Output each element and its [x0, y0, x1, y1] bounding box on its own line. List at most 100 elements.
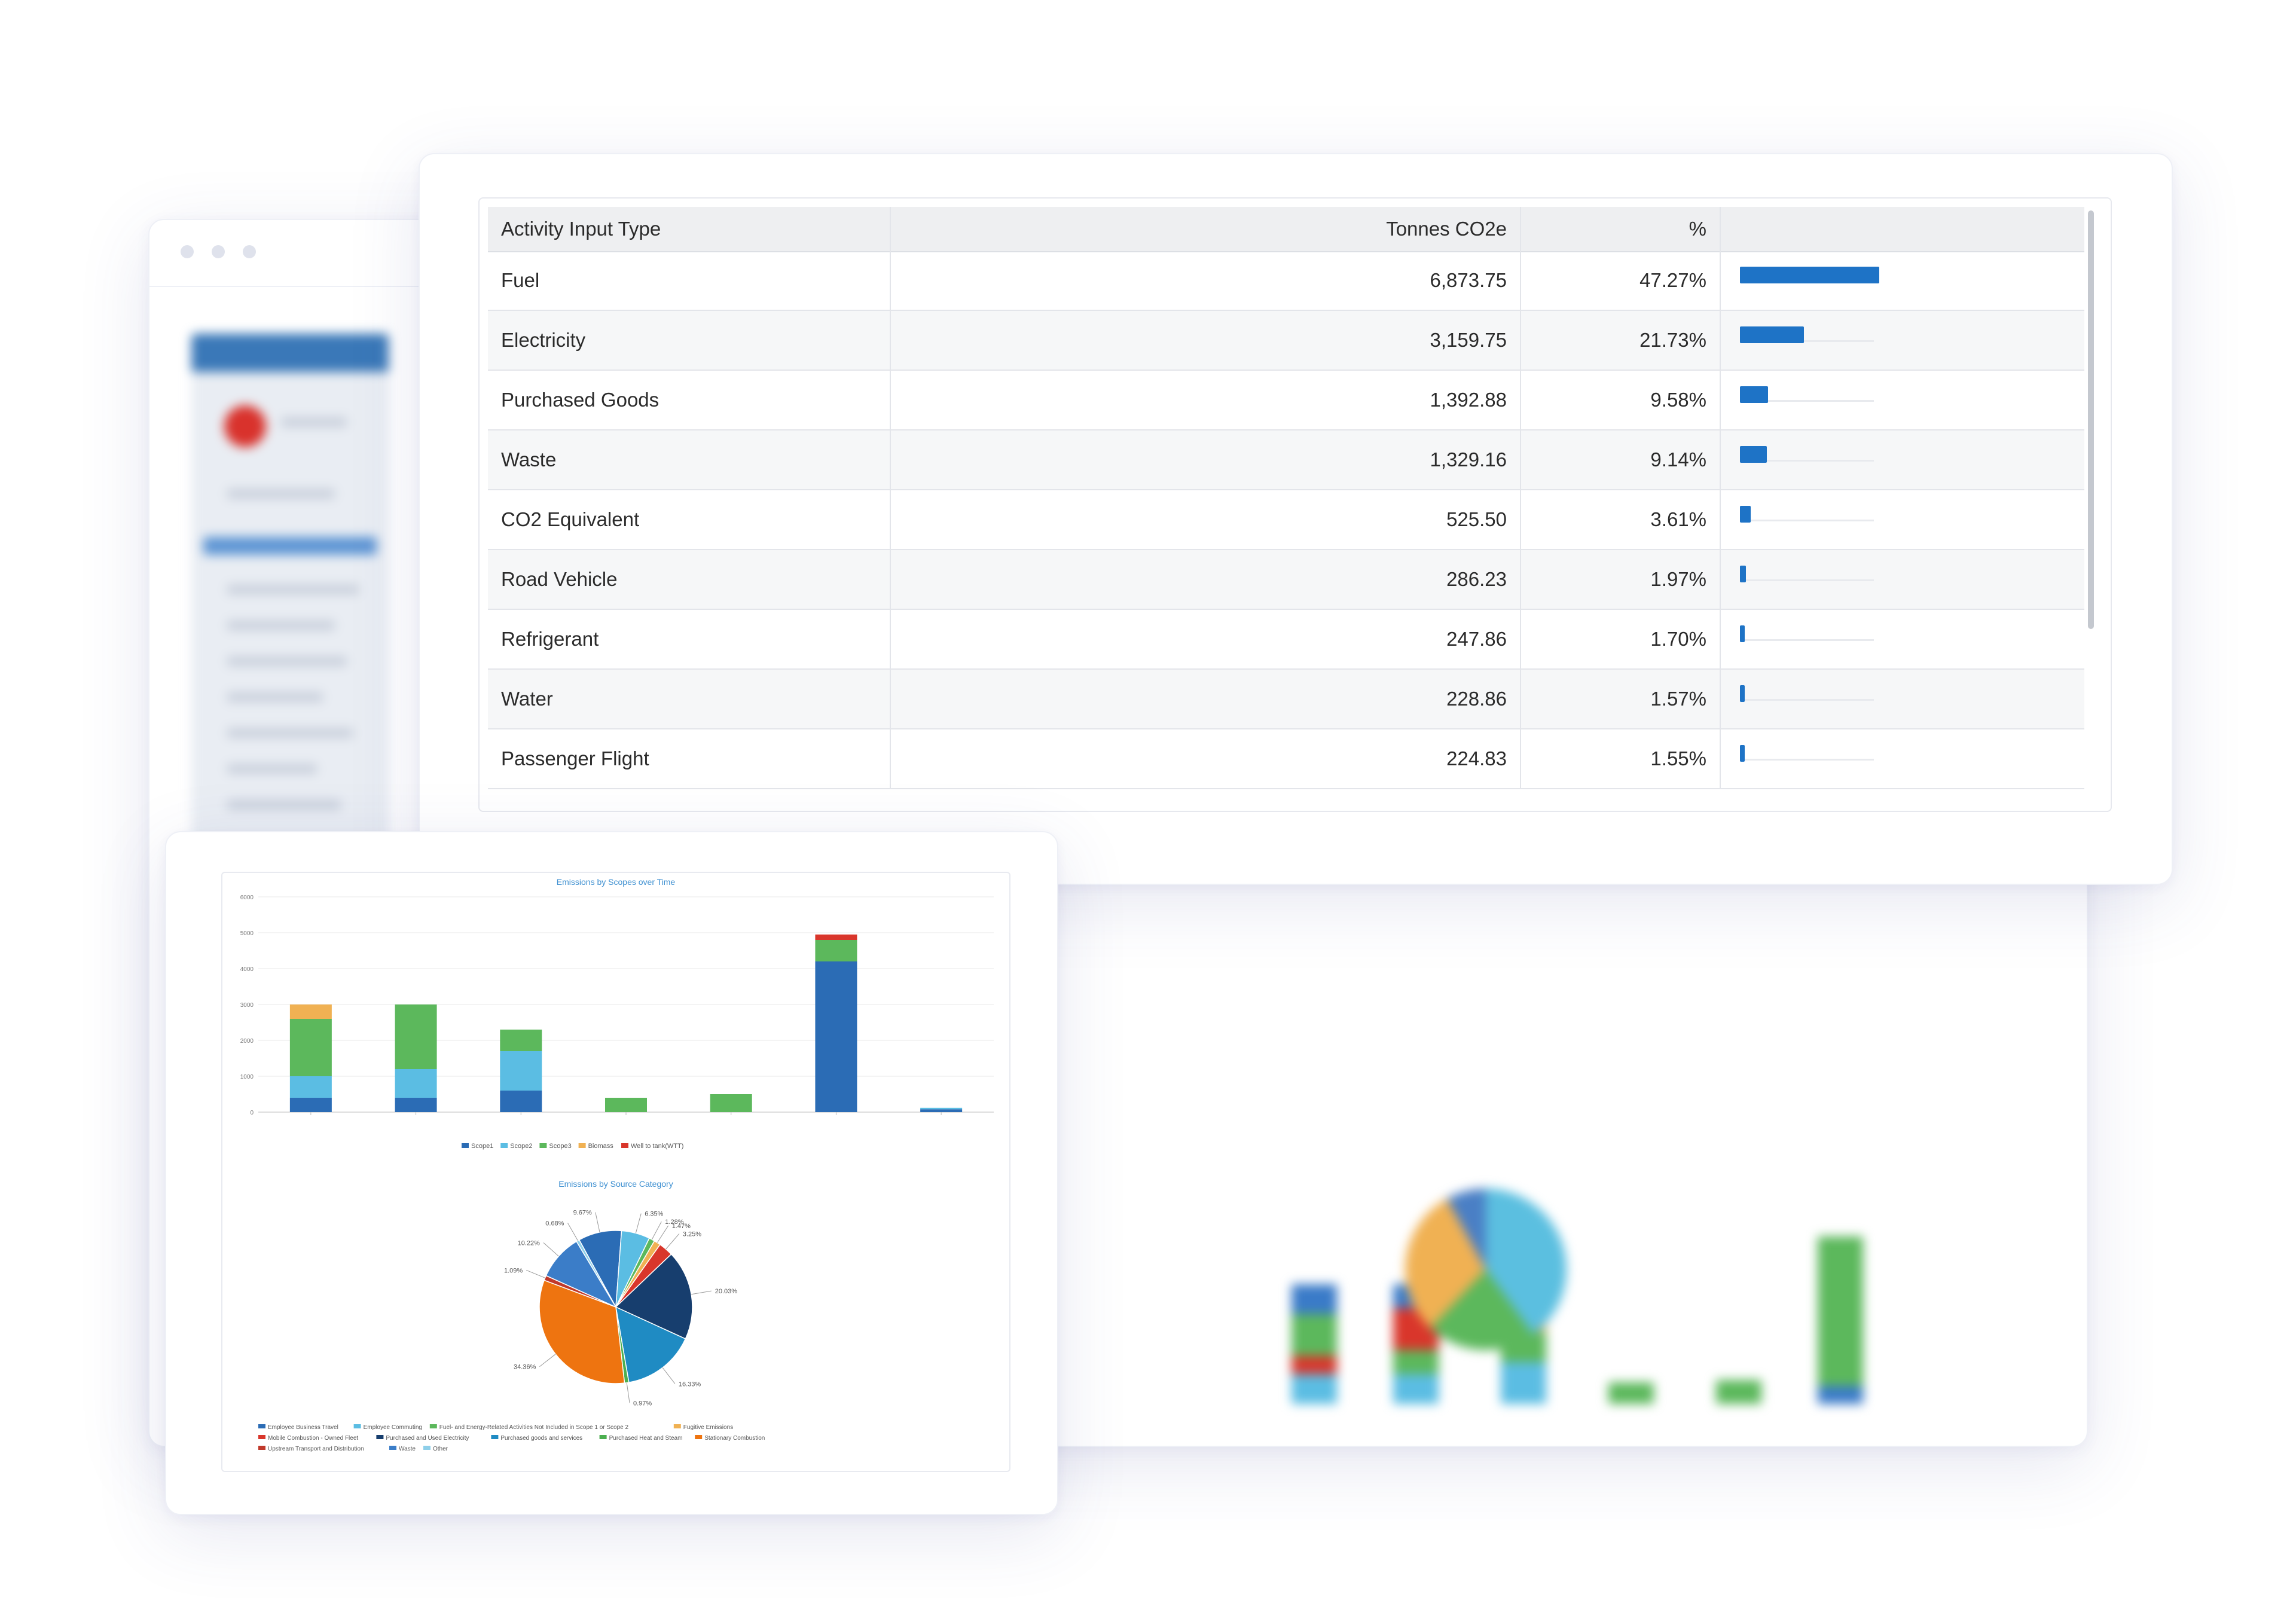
bar-segment	[289, 1019, 332, 1076]
sidebar-tree-item[interactable]	[227, 800, 341, 810]
bar-segment	[920, 1107, 963, 1110]
bar-segment	[815, 961, 857, 1112]
table-row[interactable]: Electricity 3,159.75 21.73%	[488, 311, 2084, 371]
pie-slice-label: 1.28%	[665, 1219, 683, 1226]
share-bar-fill	[1740, 326, 1805, 344]
bar-legend-swatch	[539, 1143, 547, 1148]
cell-share-bar	[1721, 729, 2084, 788]
activity-table-frame: Activity Input Type Tonnes CO2e % Fuel 6,…	[478, 197, 2112, 812]
pie-slice-label: 20.03%	[715, 1288, 738, 1295]
pie-label-leader	[691, 1290, 712, 1295]
cell-activity-type: Water	[488, 670, 891, 728]
sidebar-selected-item[interactable]	[203, 537, 377, 555]
pie-legend-label: Upstream Transport and Distribution	[268, 1446, 364, 1452]
cell-activity-type: Fuel	[488, 251, 891, 310]
pie-legend-label: Purchased Heat and Steam	[609, 1435, 683, 1442]
bar-segment	[289, 1076, 332, 1098]
pie-legend-label: Other	[433, 1446, 448, 1452]
table-row[interactable]: CO2 Equivalent 525.50 3.61%	[488, 490, 2084, 550]
pie-legend-swatch	[389, 1446, 396, 1450]
bar-legend-label: Biomass	[588, 1143, 614, 1150]
pie-label-leader	[657, 1225, 669, 1243]
pie-slice-label: 0.97%	[633, 1400, 652, 1407]
share-bar-fill	[1740, 506, 1751, 523]
sidebar-tree-item[interactable]	[227, 692, 323, 702]
bar-chart-y-tick: 4000	[240, 966, 254, 973]
cell-percent: 9.58%	[1521, 371, 1721, 429]
pie-legend-swatch	[673, 1424, 681, 1428]
table-scrollbar[interactable]	[2088, 210, 2094, 629]
table-row[interactable]: Road Vehicle 286.23 1.97%	[488, 550, 2084, 610]
cell-activity-type: Purchased Goods	[488, 371, 891, 429]
emissions-charts-panel: Emissions by Scopes over Time 0 1000 2000 30…	[221, 872, 1010, 1472]
column-header-percent[interactable]: %	[1521, 207, 1721, 251]
background-charts	[1214, 866, 2063, 1404]
cell-tonnes: 525.50	[891, 490, 1521, 549]
cell-tonnes: 3,159.75	[891, 311, 1521, 370]
window-dot-icon[interactable]	[212, 245, 225, 258]
pie-chart-title: Emissions by Source Category	[558, 1179, 673, 1189]
bar-segment	[395, 1098, 437, 1112]
cell-tonnes: 6,873.75	[891, 251, 1521, 310]
cell-share-bar	[1721, 430, 2084, 489]
pie-slice-label: 34.36%	[514, 1364, 536, 1371]
pie-slice	[615, 1253, 693, 1340]
cell-percent: 21.73%	[1521, 311, 1721, 370]
emissions-charts-canvas: Emissions by Scopes over Time 0 1000 2000 30…	[240, 877, 994, 1452]
column-header-tonnes[interactable]: Tonnes CO2e	[891, 207, 1521, 251]
bar-legend-label: Scope3	[549, 1143, 571, 1150]
cell-activity-type: Waste	[488, 430, 891, 489]
cell-share-bar	[1721, 371, 2084, 429]
share-bar-track	[1740, 699, 1874, 701]
pie-label-leader	[651, 1221, 662, 1240]
bar-legend-label: Scope2	[510, 1143, 532, 1150]
bar-segment	[815, 935, 857, 940]
pie-label-leader	[539, 1354, 556, 1367]
cell-share-bar	[1721, 311, 2084, 370]
background-pie-chart	[1405, 1189, 1567, 1350]
window-dot-icon[interactable]	[243, 245, 256, 258]
pie-legend-label: Purchased and Used Electricity	[386, 1435, 469, 1442]
activity-table-window: Activity Input Type Tonnes CO2e % Fuel 6,…	[419, 153, 2173, 885]
table-row[interactable]: Passenger Flight 224.83 1.55%	[488, 729, 2084, 789]
table-row[interactable]: Waste 1,329.16 9.14%	[488, 430, 2084, 490]
pie-legend-swatch	[376, 1435, 384, 1439]
sidebar-tree-item[interactable]	[227, 764, 317, 774]
pie-legend-swatch	[353, 1424, 361, 1428]
bar-segment	[500, 1091, 542, 1112]
pie-legend-swatch	[258, 1435, 265, 1439]
bar-chart-y-tick: 5000	[240, 930, 254, 937]
bar-segment	[289, 1098, 332, 1112]
sidebar-tree-item[interactable]	[227, 728, 353, 738]
table-row[interactable]: Fuel 6,873.75 47.27%	[488, 251, 2084, 311]
bar-chart-y-tick: 0	[250, 1110, 254, 1116]
emissions-dashboard-window: Emissions by Scopes over Time 0 1000 2000 30…	[165, 831, 1058, 1515]
pie-legend-swatch	[258, 1446, 265, 1450]
cell-activity-type: Electricity	[488, 311, 891, 370]
cell-activity-type: Refrigerant	[488, 610, 891, 668]
sidebar-tree-item[interactable]	[227, 621, 335, 630]
pie-legend-swatch	[423, 1446, 430, 1450]
pie-slice-label: 0.68%	[545, 1220, 564, 1227]
sidebar-tree-item[interactable]	[227, 657, 347, 666]
background-chart-bar	[1818, 1236, 1863, 1404]
sidebar-tree-item[interactable]	[227, 585, 359, 594]
cell-tonnes: 247.86	[891, 610, 1521, 668]
cell-activity-type: Passenger Flight	[488, 729, 891, 788]
table-row[interactable]: Water 228.86 1.57%	[488, 670, 2084, 729]
cell-activity-type: Road Vehicle	[488, 550, 891, 609]
share-bar-track	[1740, 639, 1874, 641]
share-bar-fill	[1740, 566, 1746, 583]
pie-legend-swatch	[258, 1424, 265, 1428]
bar-chart-y-tick: 2000	[240, 1038, 254, 1045]
pie-legend-swatch	[491, 1435, 499, 1439]
pie-slice-label: 6.35%	[645, 1211, 663, 1218]
window-dot-icon[interactable]	[181, 245, 194, 258]
table-row[interactable]: Refrigerant 247.86 1.70%	[488, 610, 2084, 670]
bar-segment	[815, 940, 857, 961]
pie-label-leader	[635, 1213, 642, 1233]
table-row[interactable]: Purchased Goods 1,392.88 9.58%	[488, 371, 2084, 430]
column-header-activity-type[interactable]: Activity Input Type	[488, 207, 891, 251]
pie-legend-label: Employee Business Travel	[268, 1424, 338, 1431]
sidebar-logo-text-block	[281, 417, 347, 427]
